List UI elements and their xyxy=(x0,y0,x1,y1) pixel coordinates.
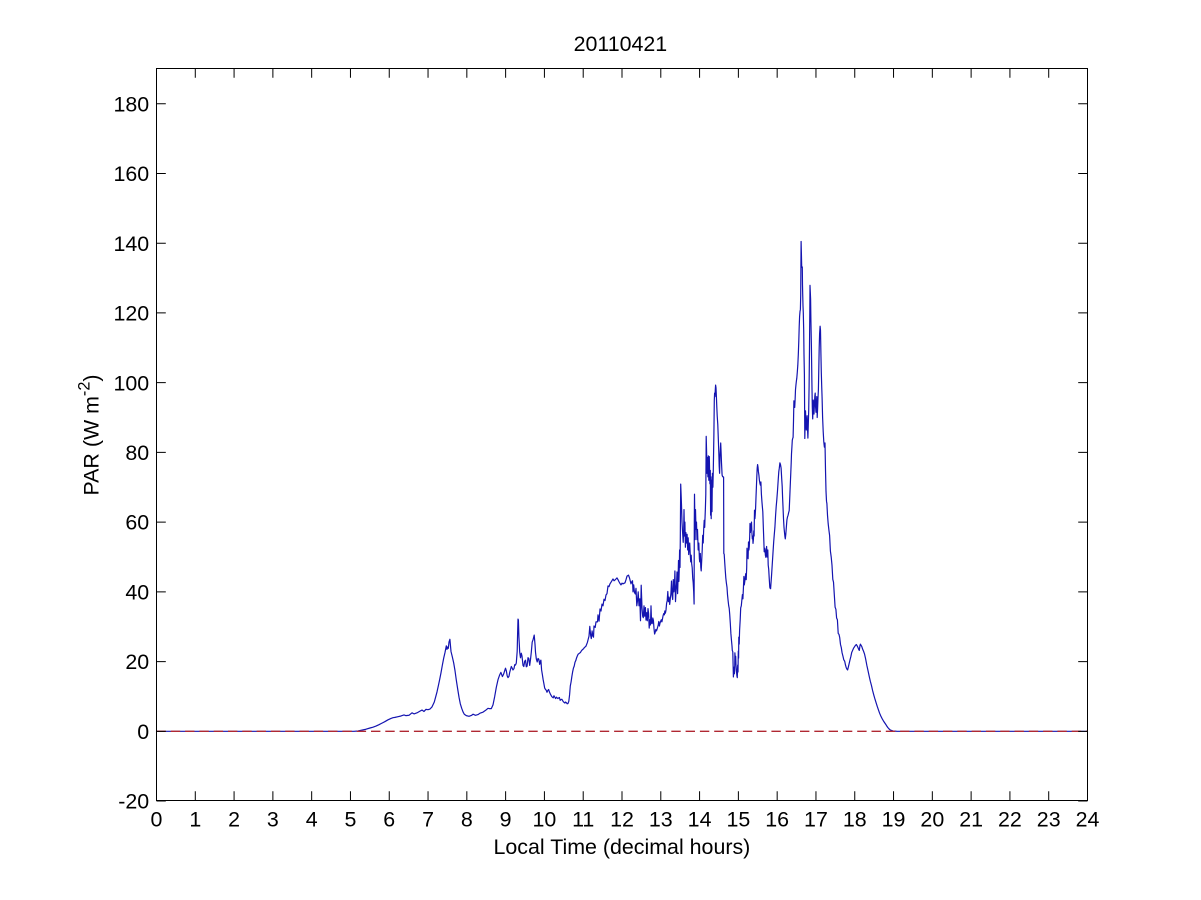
svg-text:140: 140 xyxy=(113,232,149,256)
svg-text:6: 6 xyxy=(383,808,395,832)
svg-text:20110421: 20110421 xyxy=(574,32,668,56)
svg-text:19: 19 xyxy=(882,808,906,832)
svg-text:Local Time (decimal hours): Local Time (decimal hours) xyxy=(494,835,751,859)
svg-text:4: 4 xyxy=(306,808,318,832)
svg-text:9: 9 xyxy=(500,808,512,832)
svg-text:21: 21 xyxy=(959,808,983,832)
svg-text:8: 8 xyxy=(461,808,473,832)
svg-text:13: 13 xyxy=(649,808,673,832)
svg-text:20: 20 xyxy=(920,808,944,832)
svg-text:0: 0 xyxy=(137,720,149,744)
svg-text:1: 1 xyxy=(189,808,201,832)
svg-text:3: 3 xyxy=(267,808,279,832)
svg-text:180: 180 xyxy=(113,92,149,116)
svg-text:17: 17 xyxy=(804,808,828,832)
svg-text:100: 100 xyxy=(113,371,149,395)
svg-text:20: 20 xyxy=(125,650,149,674)
svg-text:120: 120 xyxy=(113,302,149,326)
svg-text:23: 23 xyxy=(1037,808,1061,832)
svg-text:14: 14 xyxy=(688,808,712,832)
svg-text:0: 0 xyxy=(151,808,163,832)
svg-text:7: 7 xyxy=(422,808,434,832)
svg-text:40: 40 xyxy=(125,580,149,604)
svg-text:22: 22 xyxy=(998,808,1022,832)
svg-text:2: 2 xyxy=(228,808,240,832)
svg-text:18: 18 xyxy=(843,808,867,832)
svg-text:60: 60 xyxy=(125,511,149,535)
svg-text:-20: -20 xyxy=(118,790,149,814)
svg-text:24: 24 xyxy=(1076,808,1100,832)
svg-text:11: 11 xyxy=(572,808,594,832)
svg-text:80: 80 xyxy=(125,441,149,465)
svg-text:160: 160 xyxy=(113,162,149,186)
svg-text:16: 16 xyxy=(765,808,789,832)
svg-text:10: 10 xyxy=(533,808,557,832)
svg-text:12: 12 xyxy=(610,808,634,832)
svg-text:5: 5 xyxy=(345,808,357,832)
svg-text:15: 15 xyxy=(726,808,750,832)
